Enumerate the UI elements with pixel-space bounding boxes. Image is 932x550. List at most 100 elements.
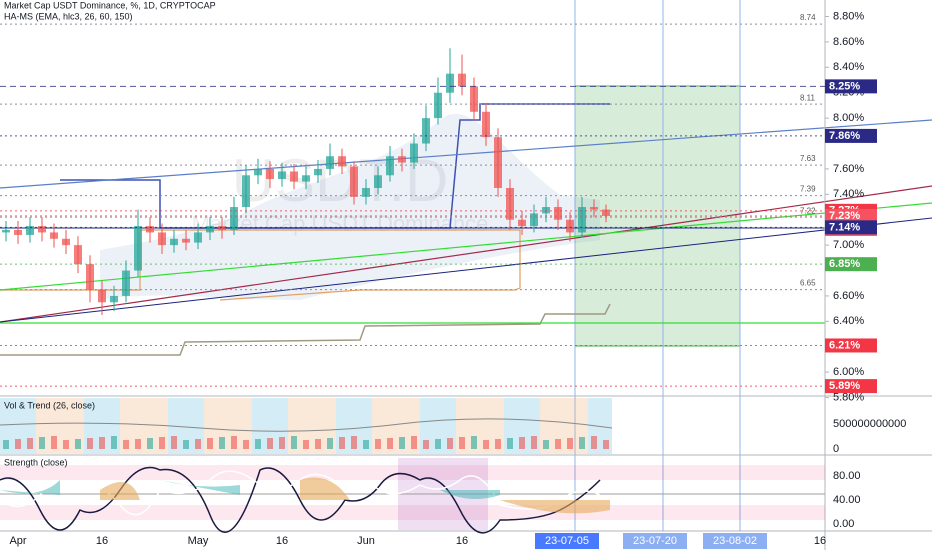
strength-tick-label: 80.00 xyxy=(833,470,861,482)
candle-body xyxy=(290,171,298,182)
price-badge-label: 6.21% xyxy=(829,339,860,351)
candle-body xyxy=(458,73,466,87)
vol-bar xyxy=(123,440,129,449)
y-tick-label: 8.60% xyxy=(833,36,864,48)
vol-bar xyxy=(39,437,45,449)
pane-title: Vol & Trend (26, close) xyxy=(4,400,95,410)
candle-body xyxy=(2,229,10,233)
candle-body xyxy=(374,175,382,188)
y-tick-label: 7.40% xyxy=(833,188,864,200)
price-badge-label: 7.23% xyxy=(829,210,860,222)
price-badge xyxy=(825,379,877,394)
x-marker-box xyxy=(535,533,599,549)
trend-line xyxy=(0,217,932,323)
candle-body xyxy=(278,171,286,180)
price-badge xyxy=(825,128,877,143)
vol-bar xyxy=(411,436,417,449)
vol-bar xyxy=(447,438,453,449)
vol-bar xyxy=(339,437,345,449)
trend-line xyxy=(0,185,932,323)
vol-bar xyxy=(507,438,513,449)
candle-body xyxy=(494,137,502,188)
y-tick-label: 6.40% xyxy=(833,315,864,327)
candle-body xyxy=(26,226,34,235)
vol-bar xyxy=(267,438,273,449)
level-label: 8.74 xyxy=(800,13,816,22)
price-badge-label: 6.85% xyxy=(829,258,860,270)
candle-body xyxy=(602,209,610,216)
candle-body xyxy=(554,207,562,220)
vol-bar xyxy=(459,437,465,449)
ha-step-line xyxy=(0,303,611,356)
y-tick-label: 6.60% xyxy=(833,290,864,302)
price-badge-label: 8.25% xyxy=(829,80,860,92)
vol-bar xyxy=(207,438,213,449)
candle-body xyxy=(530,213,538,227)
candle-body xyxy=(506,187,514,220)
y-tick-label: 8.40% xyxy=(833,61,864,73)
strength-tick-label: 40.00 xyxy=(833,494,861,506)
level-label: 7.39 xyxy=(800,185,816,194)
x-marker-box xyxy=(703,533,767,549)
x-tick-label: 16 xyxy=(814,535,826,547)
candle-body xyxy=(206,226,214,233)
vol-bar xyxy=(603,440,609,449)
candle-body xyxy=(14,229,22,235)
pane-title: Strength (close) xyxy=(4,457,68,467)
candle-body xyxy=(122,270,130,296)
vol-bar xyxy=(255,439,261,449)
vol-bar xyxy=(303,440,309,449)
vol-bar xyxy=(519,437,525,449)
vol-bar xyxy=(15,439,21,449)
candle-body xyxy=(74,245,82,265)
vol-bar xyxy=(423,440,429,449)
y-tick-label: 7.00% xyxy=(833,239,864,251)
candle-body xyxy=(302,175,310,182)
price-badge xyxy=(825,79,877,94)
vol-bar xyxy=(51,436,57,449)
candle-body xyxy=(326,156,334,169)
x-marker-label: 23-08-02 xyxy=(713,535,757,547)
candle-body xyxy=(578,207,586,233)
candle-body xyxy=(182,238,190,243)
indicator-title: HA-MS (EMA, hlc3, 26, 60, 150) xyxy=(4,11,133,21)
vol-bar xyxy=(495,439,501,449)
candle-body xyxy=(86,264,94,290)
candle-body xyxy=(434,92,442,119)
vol-bar xyxy=(483,440,489,449)
candle-body xyxy=(254,168,262,176)
x-marker-box xyxy=(623,533,687,549)
candle-body xyxy=(482,111,490,138)
vol-bar xyxy=(579,437,585,449)
candle-body xyxy=(98,289,106,303)
vol-bar xyxy=(3,440,9,449)
candle-body xyxy=(170,238,178,246)
vol-bar xyxy=(387,438,393,449)
level-label: 7.63 xyxy=(800,154,816,163)
vol-bar xyxy=(471,436,477,449)
x-tick-label: Jun xyxy=(357,535,375,547)
vol-bar xyxy=(363,440,369,449)
y-tick-label: 7.60% xyxy=(833,163,864,175)
vol-bar xyxy=(567,438,573,449)
vol-bar xyxy=(243,440,249,449)
vol-bar xyxy=(87,438,93,449)
vol-tick-label: 500000000000 xyxy=(833,418,906,430)
vol-bar xyxy=(231,436,237,449)
vol-bar xyxy=(183,440,189,449)
x-tick-label: 16 xyxy=(96,535,108,547)
candle-body xyxy=(518,219,526,227)
candle-body xyxy=(410,143,418,163)
candle-body xyxy=(446,73,454,93)
vol-bar xyxy=(435,439,441,449)
vol-bar xyxy=(327,438,333,449)
vol-bar xyxy=(291,436,297,449)
level-label: 6.65 xyxy=(800,279,816,288)
price-badge xyxy=(825,220,877,235)
candle-body xyxy=(158,232,166,246)
price-badge xyxy=(825,257,877,272)
vol-bar xyxy=(219,437,225,449)
candle-body xyxy=(398,156,406,163)
candle-body xyxy=(314,168,322,176)
